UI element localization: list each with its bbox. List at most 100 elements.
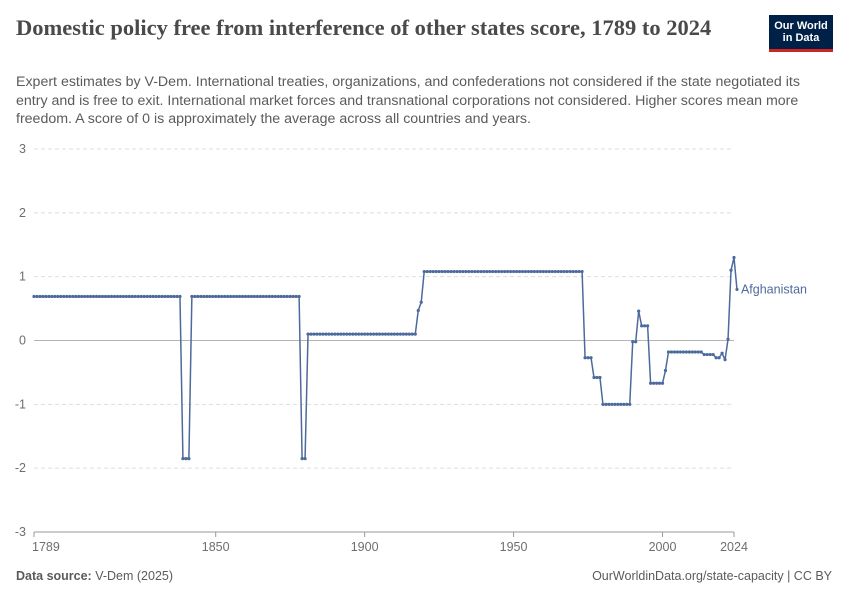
data-point [130,294,134,299]
data-point [100,294,105,299]
data-point [112,294,117,299]
data-point [637,309,641,313]
data-point [157,294,161,299]
data-point [678,350,682,354]
data-point [440,269,444,274]
chart-subtitle: Expert estimates by V-Dem. International… [16,74,800,127]
data-point [643,324,647,328]
data-point [360,332,364,336]
data-point [488,269,492,274]
data-point [735,287,739,292]
data-point [59,294,63,299]
data-point [127,294,131,299]
data-point [464,269,468,274]
data-point [604,402,608,406]
data-point [562,269,566,274]
data-point [455,269,459,274]
data-point [148,294,152,299]
data-point [348,332,352,336]
data-point [687,350,691,354]
data-point [83,294,87,299]
data-point [261,294,265,299]
x-tick-label: 1950 [500,540,528,554]
data-point [574,269,578,274]
data-point [401,332,405,336]
x-tick-label: 2024 [720,540,748,554]
data-point [491,269,495,274]
data-point [234,294,239,299]
data-point [699,350,703,354]
data-point [428,269,432,274]
data-point [485,269,489,274]
data-point [547,269,551,274]
data-point [640,324,644,328]
data-point [154,294,158,299]
data-point [56,294,60,299]
data-point [324,332,328,336]
y-tick-label: 1 [19,270,26,284]
logo-line-2: in Data [782,32,820,44]
data-point [443,269,447,274]
data-point [571,269,575,274]
data-point [160,294,164,299]
data-point [336,332,340,336]
data-point [601,402,605,406]
data-point [559,269,563,274]
data-point [205,294,209,299]
data-point [497,269,501,274]
data-point [541,269,545,274]
data-point [431,269,435,274]
data-point [151,294,155,299]
data-point [35,294,39,299]
data-point [506,269,510,274]
data-point [226,294,230,299]
data-source-label: Data source: [16,569,92,583]
data-point [410,332,414,336]
data-point [666,350,671,354]
footer-link[interactable]: OurWorldinData.org/state-capacity | CC B… [592,569,832,583]
data-point [62,294,66,299]
data-point [121,294,125,299]
data-point [607,402,611,406]
data-point [333,332,337,336]
data-point [89,294,93,299]
data-point [279,294,283,299]
data-point [586,356,590,360]
owid-logo[interactable]: Our World in Data [769,15,833,52]
data-point [452,269,456,274]
data-point [470,269,474,274]
data-point [169,294,173,299]
data-point [264,294,268,299]
data-point [529,269,534,274]
data-point [65,294,69,299]
data-point [74,294,78,299]
data-source-value[interactable]: V-Dem (2025) [95,569,174,583]
data-point [398,332,402,336]
x-tick-label: 2000 [649,540,677,554]
series-label: Afghanistan [741,282,807,296]
data-point [511,269,516,274]
data-point [419,300,423,304]
data-point [273,294,277,299]
data-point [318,332,322,336]
data-point [166,294,170,299]
data-point [532,269,537,274]
data-point [651,381,656,385]
data-point [517,269,522,274]
data-point [613,402,617,406]
data-point [371,332,376,336]
x-tick-label: 1900 [351,540,379,554]
data-point [565,269,569,274]
data-point [714,356,718,360]
data-point [649,381,653,385]
data-point [616,402,620,406]
data-point [583,356,587,360]
data-point [363,332,367,336]
data-point [240,294,245,299]
data-point [476,269,480,274]
data-point [86,294,90,299]
data-point [395,332,399,336]
x-tick-label: 1789 [32,540,60,554]
data-point [291,294,295,299]
data-point [345,332,349,336]
